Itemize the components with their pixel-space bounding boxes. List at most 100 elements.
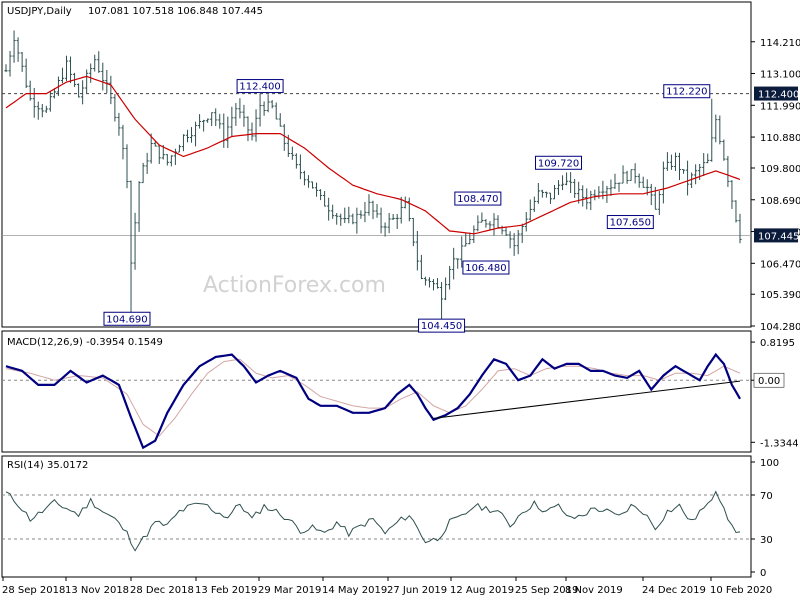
- price-bar: [250, 122, 254, 141]
- svg-text:106.480: 106.480: [465, 263, 506, 274]
- price-bar: [64, 55, 69, 82]
- rsi-panel-frame: [1, 455, 752, 578]
- price-bar: [367, 194, 371, 216]
- price-bar: [560, 175, 565, 191]
- price-bar: [411, 217, 415, 247]
- symbol-label: USDJPY,Daily: [7, 6, 72, 17]
- ma-line: [5, 75, 741, 235]
- price-bar: [371, 200, 375, 220]
- price-bar: [427, 277, 432, 288]
- svg-text:104.450: 104.450: [421, 321, 462, 332]
- price-bar: [605, 185, 609, 203]
- price-bar: [564, 172, 569, 186]
- price-bar: [738, 213, 742, 244]
- price-bar: [387, 212, 391, 234]
- price-bar: [581, 185, 585, 207]
- price-bar: [210, 112, 214, 127]
- price-bar: [435, 278, 440, 289]
- macd-tick-label: -1.3344: [760, 438, 799, 449]
- macd-trendline: [433, 380, 741, 419]
- price-bar: [629, 169, 633, 181]
- price-bar: [327, 197, 331, 221]
- price-bar: [726, 155, 730, 187]
- price-bar: [516, 229, 520, 255]
- price-bar: [157, 145, 161, 165]
- price-bar: [32, 87, 36, 118]
- price-bar: [206, 118, 210, 123]
- price-bar: [431, 279, 436, 291]
- rsi-tick-label: 100: [760, 458, 779, 469]
- date-tick-label: 12 Aug 2019: [450, 585, 514, 596]
- price-bar: [85, 69, 89, 94]
- price-bar: [540, 189, 544, 198]
- price-bar: [694, 164, 698, 185]
- rsi-line: [2, 490, 751, 552]
- price-bar: [185, 129, 190, 143]
- price-bar: [238, 98, 242, 119]
- price-bar: [665, 152, 670, 171]
- price-bar: [153, 141, 157, 147]
- price-bar: [359, 210, 363, 219]
- price-bar: [193, 121, 198, 147]
- macd-label: MACD(12,26,9) -0.3954 0.1549: [7, 337, 163, 348]
- price-bar: [488, 221, 492, 231]
- price-bar: [460, 236, 464, 268]
- svg-text:104.690: 104.690: [106, 314, 147, 325]
- price-bar: [230, 106, 234, 138]
- date-tick-label: 13 Feb 2019: [195, 585, 257, 596]
- svg-text:112.400: 112.400: [758, 90, 799, 101]
- price-bar: [274, 102, 278, 120]
- price-tick-label: 109.800: [760, 164, 800, 175]
- price-bar: [625, 170, 629, 184]
- price-bar: [36, 101, 40, 120]
- price-bar: [544, 191, 549, 198]
- price-bar: [16, 37, 20, 62]
- date-tick-label: 13 Nov 2018: [65, 585, 129, 596]
- price-bar: [419, 254, 423, 280]
- price-bar: [669, 154, 674, 170]
- rsi-label: RSI(14) 35.0172: [7, 460, 88, 471]
- price-bar: [214, 108, 218, 127]
- price-bar: [528, 199, 532, 221]
- price-bar: [68, 56, 73, 84]
- rsi-tick-label: 70: [760, 491, 773, 502]
- date-tick-label: 29 Mar 2019: [258, 585, 321, 596]
- price-bar: [464, 233, 468, 247]
- rsi-path: [5, 490, 741, 552]
- date-tick-label: 14 May 2019: [322, 585, 387, 596]
- price-bar: [310, 181, 315, 189]
- price-bar: [512, 233, 516, 256]
- price-bar: [266, 94, 270, 113]
- price-bar: [218, 113, 222, 129]
- price-bar: [734, 200, 738, 223]
- price-bar: [323, 191, 327, 207]
- price-bar: [306, 175, 311, 188]
- price-bar: [129, 180, 133, 315]
- price-tick-label: 113.100: [760, 70, 800, 81]
- price-axis: 114.210 113.100 111.990 110.880 109.800 108.6…: [751, 38, 800, 333]
- price-bar: [637, 173, 641, 188]
- price-bar: [661, 161, 665, 204]
- macd-signal-line: [5, 358, 741, 437]
- price-bar: [609, 179, 613, 196]
- price-bar: [508, 231, 512, 249]
- price-bar: [339, 213, 343, 226]
- rsi-axis: 100 70 30 0: [751, 458, 779, 579]
- price-bar: [197, 114, 202, 129]
- price-bar: [730, 180, 734, 209]
- price-bar: [448, 265, 452, 290]
- price-bar: [8, 50, 12, 77]
- price-bar: [395, 214, 399, 229]
- price-bar: [113, 94, 117, 122]
- price-bar: [681, 169, 686, 174]
- price-bar: [355, 207, 359, 234]
- date-tick-label: 10 Feb 2020: [710, 585, 772, 596]
- price-bar: [258, 93, 262, 127]
- rsi-tick-label: 30: [760, 535, 773, 546]
- price-bar: [133, 212, 137, 270]
- price-bar: [613, 173, 617, 189]
- price-bar: [141, 162, 145, 184]
- price-bar: [294, 153, 298, 169]
- price-bar: [391, 214, 395, 220]
